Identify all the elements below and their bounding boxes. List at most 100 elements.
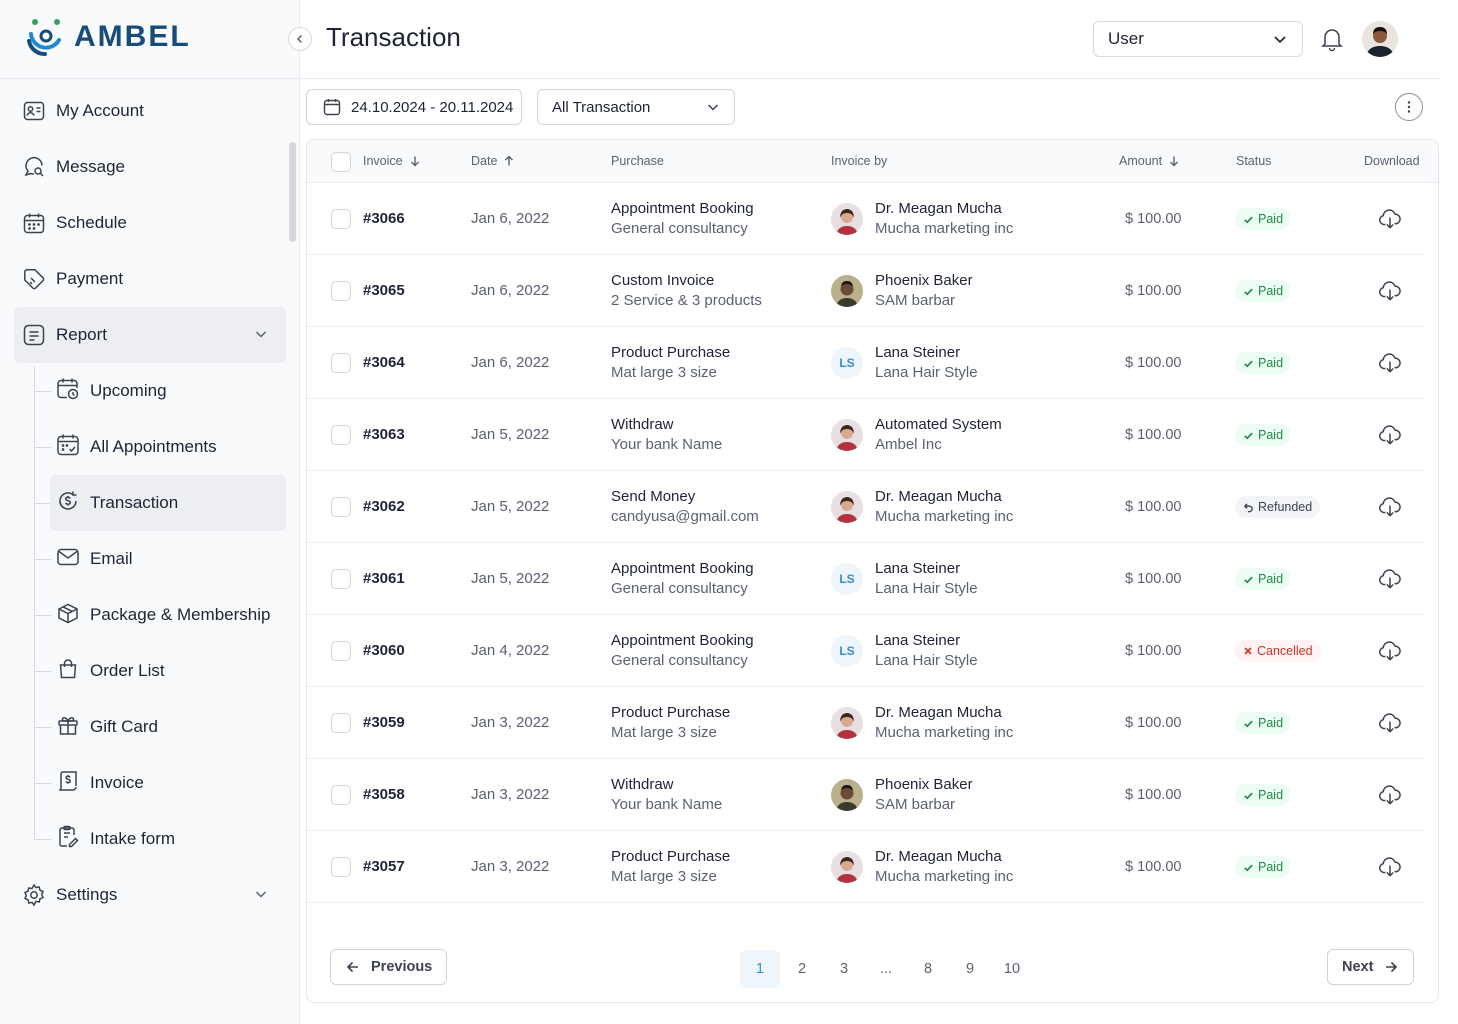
- download-button[interactable]: [1378, 423, 1402, 452]
- row-checkbox[interactable]: [331, 353, 351, 373]
- page-number-button[interactable]: 10: [1003, 961, 1021, 977]
- sidebar-subitem-upcoming[interactable]: Upcoming: [50, 363, 286, 419]
- table-row[interactable]: #3064 Jan 6, 2022 Product Purchase Mat l…: [307, 327, 1438, 399]
- invoice-number[interactable]: #3060: [363, 642, 405, 659]
- sidebar-subitem-gift-card[interactable]: Gift Card: [50, 699, 286, 755]
- brand-logo[interactable]: AMBEL: [22, 14, 191, 60]
- download-button[interactable]: [1378, 783, 1402, 812]
- download-button[interactable]: [1378, 855, 1402, 884]
- sidebar-item-my-account[interactable]: My Account: [14, 83, 286, 139]
- date-range-picker[interactable]: 24.10.2024 - 20.11.2024: [306, 89, 522, 125]
- collapse-sidebar-button[interactable]: [288, 27, 312, 51]
- invoice-number[interactable]: #3057: [363, 858, 405, 875]
- row-checkbox[interactable]: [331, 497, 351, 517]
- sidebar-subitem-all-appointments[interactable]: All Appointments: [50, 419, 286, 475]
- download-button[interactable]: [1378, 639, 1402, 668]
- sidebar-subitem-order-list[interactable]: Order List: [50, 643, 286, 699]
- avatar-initials: LS: [839, 572, 855, 586]
- page-number-button[interactable]: 9: [965, 961, 975, 977]
- tree-tick: [34, 783, 52, 784]
- table-row[interactable]: #3059 Jan 3, 2022 Product Purchase Mat l…: [307, 687, 1438, 759]
- avatar: [831, 275, 863, 307]
- sidebar-subitem-label: Package & Membership: [90, 605, 271, 624]
- sidebar-scrollbar[interactable]: [289, 142, 296, 242]
- table-row[interactable]: #3058 Jan 3, 2022 Withdraw Your bank Nam…: [307, 759, 1438, 831]
- table-row[interactable]: #3061 Jan 5, 2022 Appointment Booking Ge…: [307, 543, 1438, 615]
- column-header-date[interactable]: Date: [471, 154, 515, 168]
- sidebar-subitem-invoice[interactable]: Invoice: [50, 755, 286, 811]
- invoice-number[interactable]: #3065: [363, 282, 405, 299]
- next-page-button[interactable]: Next: [1327, 949, 1415, 985]
- invoice-number[interactable]: #3063: [363, 426, 405, 443]
- row-checkbox[interactable]: [331, 569, 351, 589]
- table-row[interactable]: #3060 Jan 4, 2022 Appointment Booking Ge…: [307, 615, 1438, 687]
- check-icon: [1244, 720, 1253, 727]
- row-checkbox[interactable]: [331, 785, 351, 805]
- invoice-number[interactable]: #3059: [363, 714, 405, 731]
- sidebar-subitem-intake-form[interactable]: Intake form: [50, 811, 286, 867]
- sidebar-subitem-transaction[interactable]: Transaction: [50, 475, 286, 531]
- row-checkbox[interactable]: [331, 425, 351, 445]
- download-button[interactable]: [1378, 567, 1402, 596]
- calendar-icon: [323, 99, 341, 116]
- status-badge: Paid: [1235, 784, 1292, 806]
- page-number-button[interactable]: 8: [923, 961, 933, 977]
- status-badge: Paid: [1235, 208, 1292, 230]
- invoice-number[interactable]: #3061: [363, 570, 405, 587]
- table-row[interactable]: #3062 Jan 5, 2022 Send Money candyusa@gm…: [307, 471, 1438, 543]
- row-divider: [307, 614, 1425, 615]
- sidebar-subitem-email[interactable]: Email: [50, 531, 286, 587]
- invoice-number[interactable]: #3064: [363, 354, 405, 371]
- sidebar-item-message[interactable]: Message: [14, 139, 286, 195]
- download-button[interactable]: [1378, 495, 1402, 524]
- sidebar-item-settings[interactable]: Settings: [14, 867, 286, 923]
- row-checkbox[interactable]: [331, 641, 351, 661]
- row-checkbox[interactable]: [331, 281, 351, 301]
- row-divider: [307, 470, 1425, 471]
- table-row[interactable]: #3066 Jan 6, 2022 Appointment Booking Ge…: [307, 183, 1438, 255]
- purchase-cell: Withdraw Your bank Name: [611, 775, 722, 815]
- notification-bell-button[interactable]: [1318, 25, 1346, 58]
- sidebar-subitem-package-membership[interactable]: Package & Membership: [50, 587, 286, 643]
- invoice-by-name: Dr. Meagan Mucha: [875, 704, 1002, 721]
- table-row[interactable]: #3065 Jan 6, 2022 Custom Invoice 2 Servi…: [307, 255, 1438, 327]
- select-all-checkbox[interactable]: [331, 152, 351, 172]
- avatar-initials: LS: [839, 356, 855, 370]
- status-label: Paid: [1258, 356, 1284, 370]
- invoice-number[interactable]: #3062: [363, 498, 405, 515]
- column-header-amount[interactable]: Amount: [1119, 154, 1180, 168]
- purchase-detail: General consultancy: [611, 652, 748, 669]
- sidebar-item-payment[interactable]: Payment: [14, 251, 286, 307]
- download-button[interactable]: [1378, 279, 1402, 308]
- row-checkbox[interactable]: [331, 857, 351, 877]
- download-button[interactable]: [1378, 351, 1402, 380]
- sidebar-item-report[interactable]: Report: [14, 307, 286, 363]
- transaction-type-select[interactable]: All Transaction: [537, 89, 735, 125]
- invoice-number[interactable]: #3058: [363, 786, 405, 803]
- row-checkbox[interactable]: [331, 209, 351, 229]
- column-header-invoice[interactable]: Invoice: [363, 154, 421, 168]
- column-label: Status: [1236, 154, 1272, 168]
- avatar: [831, 851, 863, 883]
- page-number-button[interactable]: 3: [839, 961, 849, 977]
- table-row[interactable]: #3057 Jan 3, 2022 Product Purchase Mat l…: [307, 831, 1438, 903]
- chevron-down-icon: [255, 331, 267, 338]
- user-select[interactable]: User: [1093, 21, 1303, 57]
- table-row[interactable]: #3063 Jan 5, 2022 Withdraw Your bank Nam…: [307, 399, 1438, 471]
- user-avatar[interactable]: [1362, 21, 1398, 57]
- sidebar-item-label: My Account: [56, 101, 144, 120]
- sidebar-item-schedule[interactable]: Schedule: [14, 195, 286, 251]
- transaction-date: Jan 5, 2022: [471, 498, 550, 515]
- row-checkbox[interactable]: [331, 713, 351, 733]
- download-button[interactable]: [1378, 711, 1402, 740]
- row-divider: [307, 758, 1425, 759]
- invoice-number[interactable]: #3066: [363, 210, 405, 227]
- more-options-button[interactable]: [1395, 93, 1423, 121]
- previous-page-button[interactable]: Previous: [330, 949, 448, 985]
- invoice-icon: [56, 769, 80, 798]
- download-button[interactable]: [1378, 207, 1402, 236]
- arrow-right-icon: [1386, 961, 1398, 973]
- invoice-by-cell: Lana Steiner Lana Hair Style: [875, 631, 978, 671]
- page-number-button[interactable]: 1: [740, 950, 780, 988]
- page-number-button[interactable]: 2: [797, 961, 807, 977]
